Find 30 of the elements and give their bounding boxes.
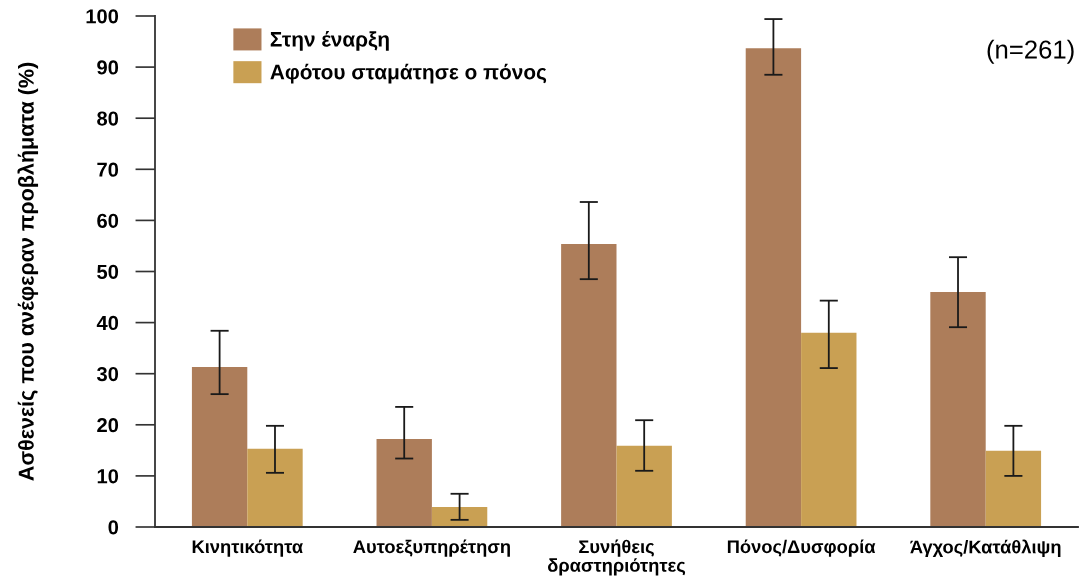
bar [431, 507, 488, 527]
y-tick-label: 0 [108, 520, 119, 535]
x-tick-label: Άγχος/Κατάθλιψη [910, 539, 1061, 558]
y-tick-label: 40 [96, 315, 119, 331]
legend-label: Αφότου σταμάτησε ο πόνος [270, 63, 547, 84]
x-tick-label: Αυτοεξυπηρέτηση [353, 539, 510, 557]
y-tick-label: 60 [97, 213, 119, 228]
bar [745, 48, 802, 527]
y-tick-label: 30 [96, 366, 119, 382]
x-tick-label: Κινητικότητα [192, 539, 303, 557]
y-tick-label: 100 [86, 9, 119, 24]
bar [561, 243, 617, 527]
y-tick-label: 50 [97, 264, 119, 279]
y-axis-title: Ασθενείς που ανέφεραν προβλήματα (%) [17, 62, 39, 481]
y-tick-label: 20 [97, 418, 119, 433]
bar [191, 367, 248, 527]
legend-label: Στην έναρξη [270, 31, 389, 51]
annotation: (n=261) [987, 39, 1074, 64]
bar [985, 450, 1042, 527]
x-tick-label: Συνήθεις δραστηριότητες [547, 539, 686, 576]
y-tick-label: 70 [97, 162, 119, 177]
bar [376, 439, 432, 527]
bar [616, 445, 672, 527]
bar [930, 291, 986, 527]
x-tick-label: Πόνος/Δυσφορία [727, 539, 876, 557]
y-tick-label: 10 [97, 469, 119, 484]
y-tick-label: 90 [97, 60, 119, 75]
bar [247, 448, 303, 527]
bar [801, 332, 857, 527]
y-tick-label: 80 [97, 111, 119, 126]
